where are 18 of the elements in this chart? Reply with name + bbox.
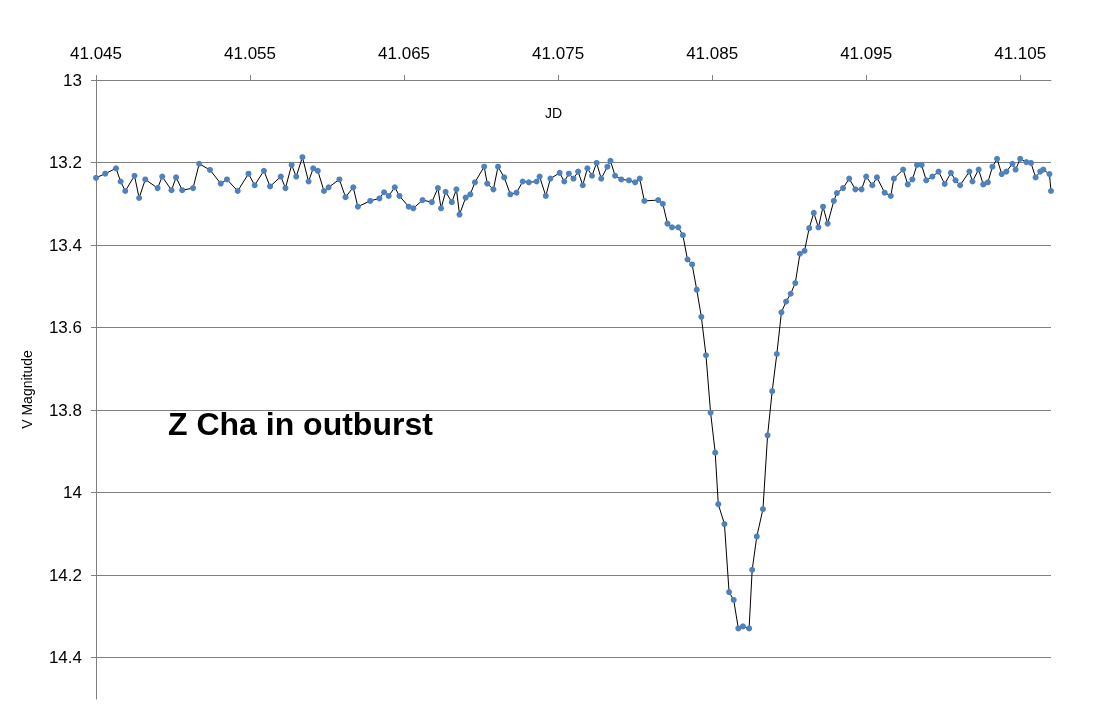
x-tick-label: 41.085 [686, 44, 739, 63]
y-tick-label: 14 [63, 483, 82, 503]
y-tick-label: 14.2 [48, 565, 82, 585]
y-tick-label: 13.4 [48, 235, 82, 255]
y-axis-title: V Magnitude [19, 349, 35, 429]
y-tick-label: 14.4 [48, 648, 82, 668]
x-tick-label: 41.105 [994, 44, 1047, 63]
x-tick-label: 41.075 [532, 44, 585, 63]
x-tick-label: 41.055 [224, 44, 277, 63]
y-tick-label: 13.8 [48, 400, 82, 420]
x-tick-label: 41.045 [70, 44, 122, 63]
y-tick-label: 13.2 [48, 153, 82, 173]
x-tick-label: 41.095 [840, 44, 893, 63]
annotation: Z Cha in outburst [168, 406, 434, 442]
x-tick-label: 41.065 [378, 44, 431, 63]
x-axis-title: JD [544, 105, 563, 121]
y-tick-label: 13.6 [48, 318, 82, 338]
y-tick-label: 13 [63, 70, 82, 90]
